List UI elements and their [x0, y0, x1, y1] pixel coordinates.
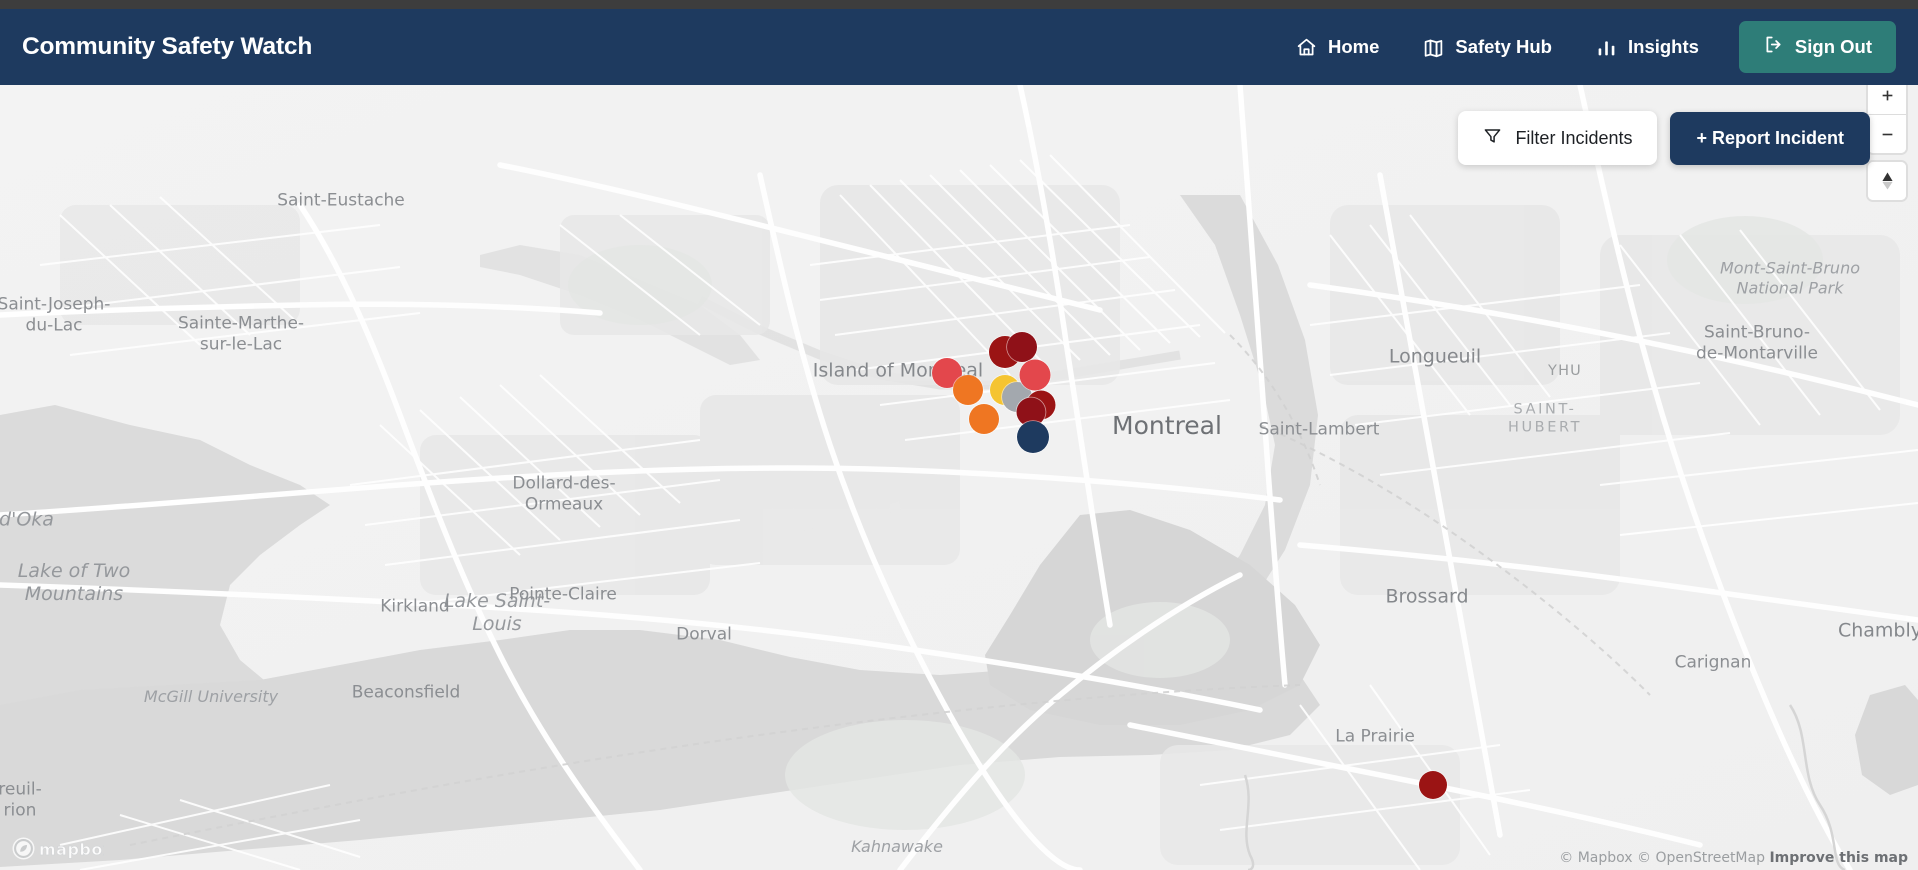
nav-label-safety-hub: Safety Hub — [1455, 36, 1552, 57]
mapbox-logo[interactable]: mapbox — [12, 837, 104, 860]
map-attribution: © Mapbox © OpenStreetMap Improve this ma… — [1559, 850, 1908, 866]
logout-icon — [1763, 34, 1784, 60]
map-icon — [1423, 37, 1444, 58]
zoom-out-button[interactable] — [1868, 115, 1906, 153]
nav-item-safety-hub[interactable]: Safety Hub — [1401, 26, 1574, 68]
attribution-openstreetmap[interactable]: © OpenStreetMap — [1637, 850, 1765, 866]
browser-chrome-strip — [0, 0, 1918, 9]
incident-marker[interactable] — [953, 375, 983, 405]
report-incident-label: + Report Incident — [1696, 127, 1844, 148]
incident-marker[interactable] — [1017, 421, 1049, 453]
funnel-icon — [1483, 126, 1502, 150]
incident-marker[interactable] — [1007, 332, 1037, 362]
attribution-improve-map[interactable]: Improve this map — [1769, 850, 1908, 866]
nav-label-home: Home — [1327, 36, 1380, 57]
main-navigation: Home Safety Hub Insigh — [1274, 21, 1896, 73]
nav-item-home[interactable]: Home — [1274, 26, 1401, 68]
zoom-in-button[interactable] — [1868, 85, 1906, 115]
bar-chart-icon — [1596, 37, 1617, 58]
map-zoom-control — [1868, 85, 1906, 153]
filter-incidents-label: Filter Incidents — [1515, 127, 1633, 148]
incident-marker[interactable] — [1419, 771, 1447, 799]
report-incident-button[interactable]: + Report Incident — [1670, 111, 1870, 165]
compass-icon[interactable] — [1868, 162, 1906, 200]
home-icon — [1296, 37, 1317, 58]
incident-marker[interactable] — [1019, 359, 1051, 391]
nav-label-insights: Insights — [1628, 36, 1699, 57]
sign-out-button[interactable]: Sign Out — [1738, 21, 1896, 73]
sign-out-label: Sign Out — [1794, 36, 1872, 57]
attribution-mapbox[interactable]: © Mapbox — [1559, 850, 1633, 866]
nav-item-insights[interactable]: Insights — [1574, 26, 1721, 68]
incident-map[interactable]: Saint-Eustache Saint-Joseph- du-Lac Sainte… — [0, 85, 1918, 870]
map-action-bar: Filter Incidents + Report Incident — [1458, 111, 1870, 165]
app-header: Community Safety Watch Home Safety Hub — [0, 9, 1918, 85]
filter-incidents-button[interactable]: Filter Incidents — [1458, 111, 1658, 165]
page-title: Community Safety Watch — [22, 33, 313, 60]
map-basemap — [0, 85, 1918, 870]
map-compass-control — [1868, 162, 1906, 200]
incident-marker[interactable] — [969, 404, 999, 434]
mapbox-wordmark: mapbox — [39, 840, 104, 859]
